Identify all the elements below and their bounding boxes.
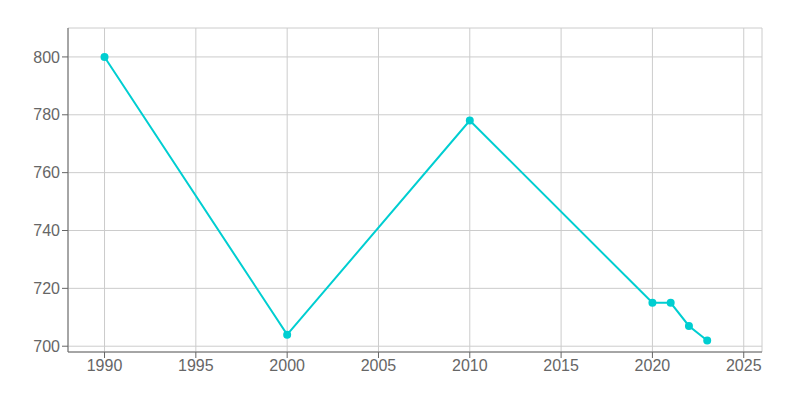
svg-text:2000: 2000 (269, 357, 305, 374)
svg-text:2005: 2005 (361, 357, 397, 374)
svg-text:2025: 2025 (726, 357, 762, 374)
svg-text:780: 780 (33, 106, 60, 123)
svg-text:760: 760 (33, 164, 60, 181)
svg-text:2020: 2020 (635, 357, 671, 374)
svg-text:700: 700 (33, 338, 60, 355)
svg-text:2010: 2010 (452, 357, 488, 374)
svg-text:720: 720 (33, 280, 60, 297)
svg-text:740: 740 (33, 222, 60, 239)
svg-text:1995: 1995 (178, 357, 214, 374)
svg-text:2015: 2015 (543, 357, 579, 374)
svg-text:800: 800 (33, 49, 60, 66)
svg-text:1990: 1990 (87, 357, 123, 374)
